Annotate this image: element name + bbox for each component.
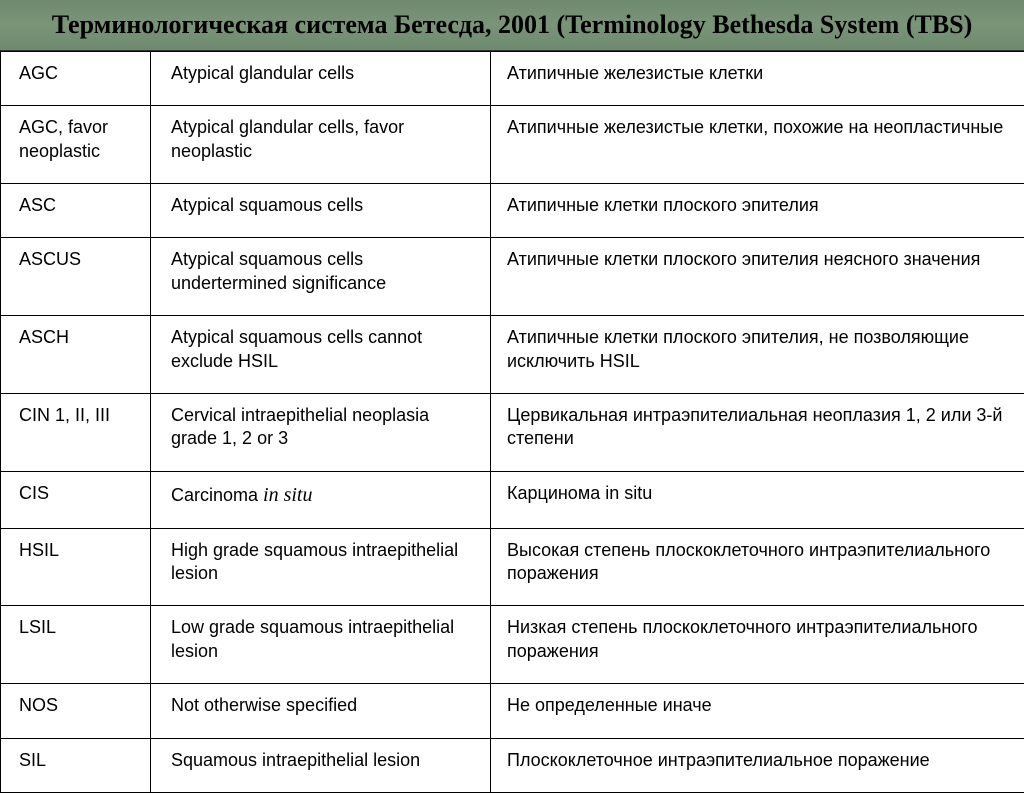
- table-row: AGC, favor neoplasticAtypical glandular …: [1, 106, 1024, 184]
- russian-cell: Цервикальная интраэпителиальная неоплази…: [491, 393, 1024, 471]
- english-cell: Atypical squamous cells undertermined si…: [151, 238, 491, 316]
- abbr-cell: CIN 1, II, III: [1, 393, 151, 471]
- english-cell: Not otherwise specified: [151, 684, 491, 738]
- table-row: CIN 1, II, IIICervical intraepithelial n…: [1, 393, 1024, 471]
- russian-cell: Карцинома in situ: [491, 471, 1024, 528]
- table-row: CISCarcinoma in situКарцинома in situ: [1, 471, 1024, 528]
- abbr-cell: ASCH: [1, 316, 151, 394]
- english-cell: Squamous intraepithelial lesion: [151, 738, 491, 792]
- russian-cell: Высокая степень плоскоклеточного интраэп…: [491, 528, 1024, 606]
- english-cell: Low grade squamous intraepithelial lesio…: [151, 606, 491, 684]
- russian-cell: Атипичные клетки плоского эпителия: [491, 183, 1024, 237]
- english-cell: Atypical glandular cells, favor neoplast…: [151, 106, 491, 184]
- table-row: HSILHigh grade squamous intraepithelial …: [1, 528, 1024, 606]
- english-cell: Cervical intraepithelial neoplasia grade…: [151, 393, 491, 471]
- russian-cell: Атипичные железистые клетки, похожие на …: [491, 106, 1024, 184]
- abbr-cell: SIL: [1, 738, 151, 792]
- abbr-cell: HSIL: [1, 528, 151, 606]
- table-row: NOSNot otherwise specifiedНе определенны…: [1, 684, 1024, 738]
- russian-cell: Плоскоклеточное интраэпителиальное пораж…: [491, 738, 1024, 792]
- english-cell: Atypical squamous cells cannot exclude H…: [151, 316, 491, 394]
- russian-cell: Низкая степень плоскоклеточного интраэпи…: [491, 606, 1024, 684]
- terminology-table: AGCAtypical glandular cellsАтипичные жел…: [0, 51, 1024, 793]
- english-cell: High grade squamous intraepithelial lesi…: [151, 528, 491, 606]
- english-cell: Atypical glandular cells: [151, 51, 491, 105]
- page-title: Терминологическая система Бетесда, 2001 …: [20, 8, 1004, 42]
- russian-cell: Не определенные иначе: [491, 684, 1024, 738]
- table-row: AGCAtypical glandular cellsАтипичные жел…: [1, 51, 1024, 105]
- page-header: Терминологическая система Бетесда, 2001 …: [0, 0, 1024, 51]
- abbr-cell: AGC: [1, 51, 151, 105]
- english-cell: Carcinoma in situ: [151, 471, 491, 528]
- abbr-cell: ASC: [1, 183, 151, 237]
- table-row: LSILLow grade squamous intraepithelial l…: [1, 606, 1024, 684]
- abbr-cell: AGC, favor neoplastic: [1, 106, 151, 184]
- abbr-cell: ASCUS: [1, 238, 151, 316]
- abbr-cell: NOS: [1, 684, 151, 738]
- russian-cell: Атипичные клетки плоского эпителия неясн…: [491, 238, 1024, 316]
- abbr-cell: CIS: [1, 471, 151, 528]
- russian-cell: Атипичные клетки плоского эпителия, не п…: [491, 316, 1024, 394]
- table-row: ASCUSAtypical squamous cells undertermin…: [1, 238, 1024, 316]
- abbr-cell: LSIL: [1, 606, 151, 684]
- russian-cell: Атипичные железистые клетки: [491, 51, 1024, 105]
- table-row: ASCHAtypical squamous cells cannot exclu…: [1, 316, 1024, 394]
- table-row: ASCAtypical squamous cellsАтипичные клет…: [1, 183, 1024, 237]
- table-row: SILSquamous intraepithelial lesionПлоско…: [1, 738, 1024, 792]
- english-cell: Atypical squamous cells: [151, 183, 491, 237]
